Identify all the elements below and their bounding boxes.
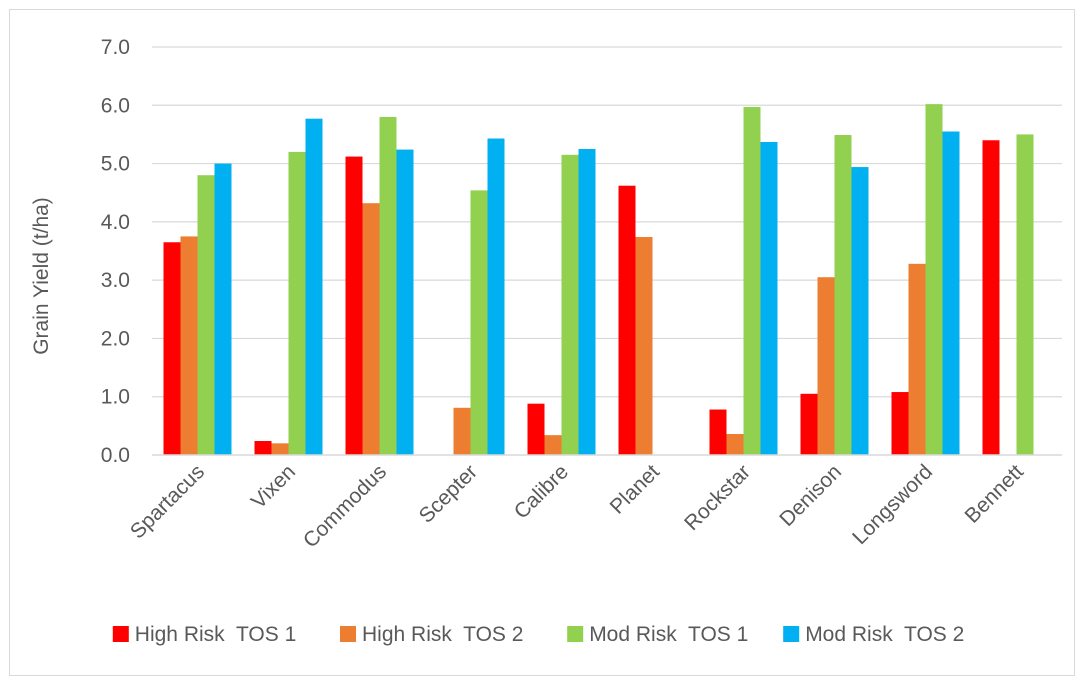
bar-spartacus-series-1: [163, 242, 181, 455]
bar-vixen-series-4: [305, 118, 323, 455]
y-tick-label: 4.0: [101, 211, 130, 234]
legend: High Risk TOS 1 High Risk TOS 2 Mod Risk T…: [112, 623, 964, 646]
bar-scepter-series-4: [487, 138, 505, 455]
bar-rockstar-series-3: [743, 107, 761, 455]
legend-item: High Risk TOS 2: [340, 623, 523, 646]
bar-longsword-series-4: [942, 131, 960, 455]
x-category-label: Bennett: [961, 460, 1029, 528]
y-axis-title: Grain Yield (t/ha): [30, 197, 53, 355]
x-category-label: Planet: [606, 460, 664, 518]
bar-spartacus-series-4: [214, 163, 232, 456]
bar-planet-series-1: [618, 185, 636, 455]
bar-denison-series-3: [834, 135, 852, 456]
bar-rockstar-series-2: [726, 434, 744, 455]
bar-longsword-series-3: [925, 104, 943, 456]
x-category-label: Denison: [775, 460, 846, 531]
y-tick-label: 3.0: [101, 269, 130, 292]
x-category-label: Rockstar: [680, 460, 755, 535]
y-axis-tick-labels: 0.0 1.0 2.0 3.0 4.0 5.0 6.0 7.0: [101, 36, 130, 467]
bar-calibre-series-2: [544, 435, 562, 455]
bar-bennett-series-3: [1016, 134, 1034, 455]
bar-scepter-series-2: [453, 407, 471, 455]
bar-commodus-series-1: [345, 156, 363, 455]
legend-item: Mod Risk TOS 2: [783, 623, 964, 646]
legend-swatch: [340, 626, 356, 642]
x-category-label: Longsword: [848, 460, 937, 549]
bar-commodus-series-3: [379, 116, 397, 455]
legend-item: High Risk TOS 1: [112, 623, 296, 646]
legend-label: High Risk TOS 1: [135, 623, 296, 646]
bar-longsword-series-2: [908, 263, 926, 455]
bar-commodus-series-4: [396, 149, 414, 455]
bar-commodus-series-2: [362, 203, 380, 455]
x-category-label: Spartacus: [126, 460, 209, 543]
bar-scepter-series-3: [470, 190, 488, 455]
bar-vixen-series-1: [254, 441, 272, 455]
y-tick-label: 6.0: [101, 94, 130, 117]
bar-spartacus-series-3: [197, 175, 215, 455]
legend-label: Mod Risk TOS 1: [589, 623, 748, 646]
bar-vixen-series-3: [288, 151, 306, 455]
legend-item: Mod Risk TOS 1: [567, 623, 748, 646]
bar-calibre-series-4: [578, 149, 596, 455]
bar-planet-series-2: [635, 237, 653, 455]
legend-swatch: [783, 626, 800, 642]
bar-spartacus-series-2: [180, 236, 198, 455]
legend-label: Mod Risk TOS 2: [805, 623, 964, 646]
legend-swatch: [567, 626, 584, 642]
bar-vixen-series-2: [271, 443, 289, 455]
bar-calibre-series-1: [527, 403, 545, 455]
bar-denison-series-4: [851, 167, 869, 455]
bar-bennett-series-1: [982, 140, 1000, 455]
y-tick-label: 1.0: [101, 386, 130, 409]
legend-label: High Risk TOS 2: [362, 623, 523, 646]
bar-calibre-series-3: [561, 154, 579, 456]
y-tick-label: 7.0: [101, 36, 130, 59]
bars: [163, 104, 1034, 456]
x-category-label: Vixen: [247, 460, 300, 513]
bar-longsword-series-1: [891, 392, 909, 455]
y-tick-label: 0.0: [101, 444, 130, 467]
x-category-label: Scepter: [415, 460, 482, 527]
x-category-label: Commodus: [299, 460, 391, 552]
legend-swatch: [112, 626, 129, 642]
y-tick-label: 2.0: [101, 327, 130, 350]
bar-denison-series-2: [817, 277, 835, 455]
bar-rockstar-series-1: [709, 409, 727, 455]
y-tick-label: 5.0: [101, 153, 130, 176]
bar-denison-series-1: [800, 393, 818, 455]
bar-rockstar-series-4: [760, 142, 778, 455]
x-category-label: Calibre: [510, 460, 573, 523]
